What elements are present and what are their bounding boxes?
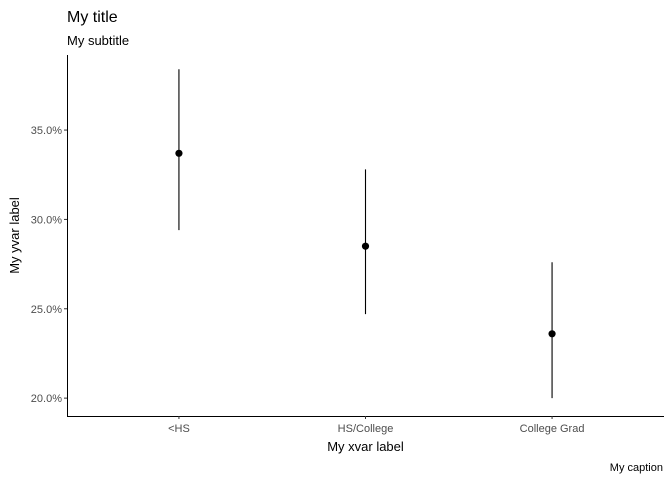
y-tick-label: 25.0% xyxy=(31,304,62,316)
chart-caption: My caption xyxy=(610,462,663,474)
data-point xyxy=(175,149,183,157)
y-axis-title: My yvar label xyxy=(7,197,22,274)
chart-title: My title xyxy=(67,9,118,26)
x-tick-label: HS/College xyxy=(338,423,394,435)
chart-subtitle: My subtitle xyxy=(67,33,129,48)
x-axis-title: My xvar label xyxy=(327,439,404,454)
y-tick-label: 30.0% xyxy=(31,214,62,226)
y-tick-label: 20.0% xyxy=(31,393,62,405)
x-tick-label: <HS xyxy=(168,423,190,435)
data-point xyxy=(548,330,556,338)
y-tick-label: 35.0% xyxy=(31,125,62,137)
data-point xyxy=(361,242,370,250)
plot-area xyxy=(175,69,556,399)
x-tick-label: College Grad xyxy=(520,423,585,435)
